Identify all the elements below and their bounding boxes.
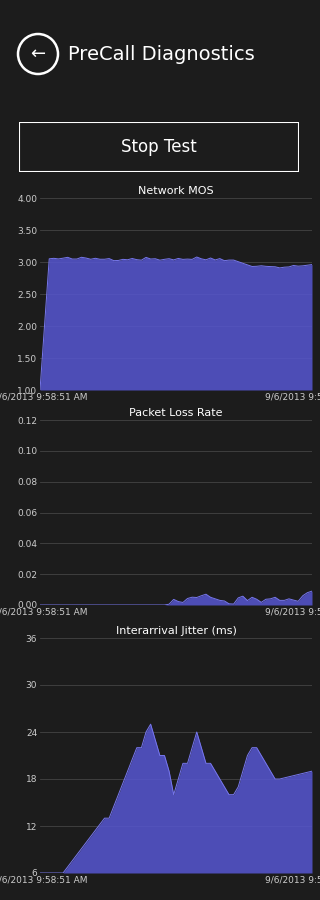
Text: ←: ← [30,45,45,63]
FancyBboxPatch shape [19,122,299,172]
Text: Stop Test: Stop Test [121,138,197,156]
Title: Network MOS: Network MOS [138,185,214,196]
Text: PreCall Diagnostics: PreCall Diagnostics [68,44,255,64]
Title: Interarrival Jitter (ms): Interarrival Jitter (ms) [116,626,236,635]
Title: Packet Loss Rate: Packet Loss Rate [129,408,223,418]
